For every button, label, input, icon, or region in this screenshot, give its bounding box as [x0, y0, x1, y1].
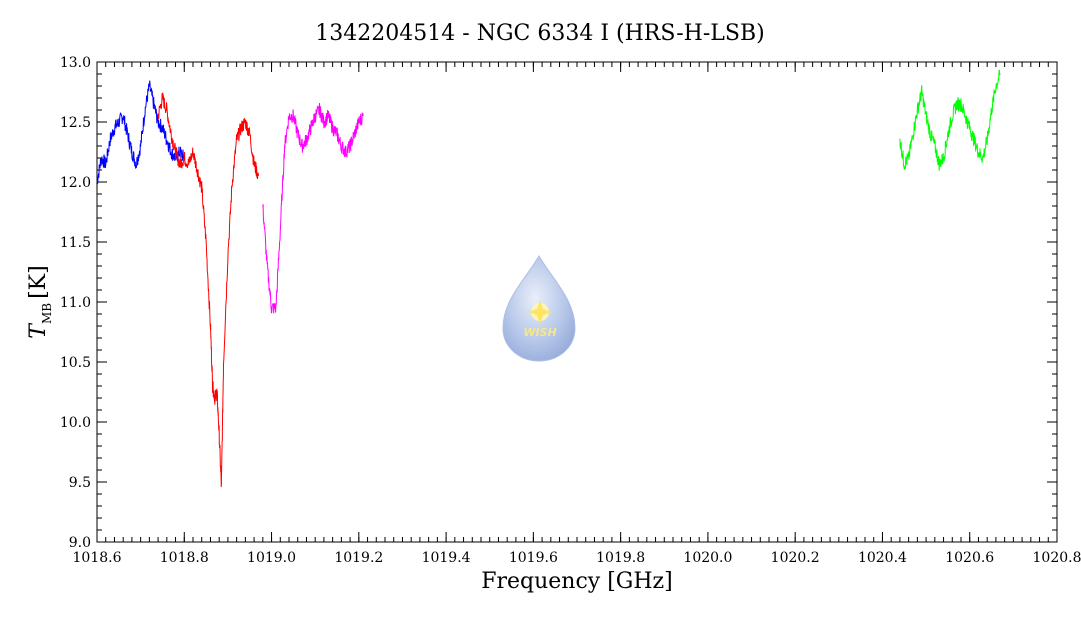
y-tick-label: 11.5 — [60, 235, 91, 251]
y-axis-label-main: T — [26, 322, 51, 339]
x-tick-label: 1019.8 — [596, 550, 645, 566]
x-tick-label: 1019.6 — [509, 550, 558, 566]
x-tick-label: 1019.2 — [334, 550, 383, 566]
x-axis-ticks: 1018.6 1018.8 1019.0 1019.2 1019.4 1019.6 1019… — [73, 62, 1081, 566]
x-tick-label: 1019.4 — [422, 550, 471, 566]
y-axis-ticks: 9.0 9.5 10.0 10.5 11.0 11.5 12.0 12.5 13.0 — [60, 55, 1057, 551]
y-tick-label: 12.0 — [60, 175, 91, 191]
x-tick-label: 1020.8 — [1033, 550, 1081, 566]
wish-logo: WISH — [502, 255, 576, 362]
y-tick-label: 9.5 — [69, 475, 91, 491]
y-tick-label: 11.0 — [60, 295, 91, 311]
y-axis-label: TMB [K] — [26, 265, 54, 338]
y-axis-label-unit: [K] — [26, 265, 51, 299]
x-tick-label: 1020.4 — [858, 550, 907, 566]
svg-text:TMB[K]: TMB [K] — [26, 265, 54, 338]
x-tick-label: 1018.6 — [73, 550, 122, 566]
plot-area: 1018.6 1018.8 1019.0 1019.2 1019.4 1019.6 1019… — [60, 55, 1081, 566]
y-axis-label-sub: MB — [40, 303, 54, 324]
y-tick-label: 13.0 — [60, 55, 91, 71]
x-axis-label: Frequency [GHz] — [481, 569, 673, 594]
y-tick-label: 10.5 — [60, 355, 91, 371]
y-tick-label: 9.0 — [69, 535, 91, 551]
x-tick-label: 1020.0 — [683, 550, 732, 566]
chart-title: 1342204514 - NGC 6334 I (HRS-H-LSB) — [315, 21, 764, 46]
series-line-3 — [262, 102, 364, 314]
x-tick-label: 1019.0 — [247, 550, 296, 566]
x-tick-label: 1018.8 — [160, 550, 209, 566]
x-tick-label: 1020.6 — [945, 550, 994, 566]
x-tick-label: 1020.2 — [771, 550, 820, 566]
y-tick-label: 12.5 — [60, 115, 91, 131]
series-layer — [96, 69, 1001, 488]
svg-text:WISH: WISH — [523, 326, 556, 339]
series-line-4 — [899, 69, 1001, 171]
series-line-1 — [96, 80, 185, 185]
y-tick-label: 10.0 — [60, 415, 91, 431]
series-line-2 — [157, 92, 259, 488]
